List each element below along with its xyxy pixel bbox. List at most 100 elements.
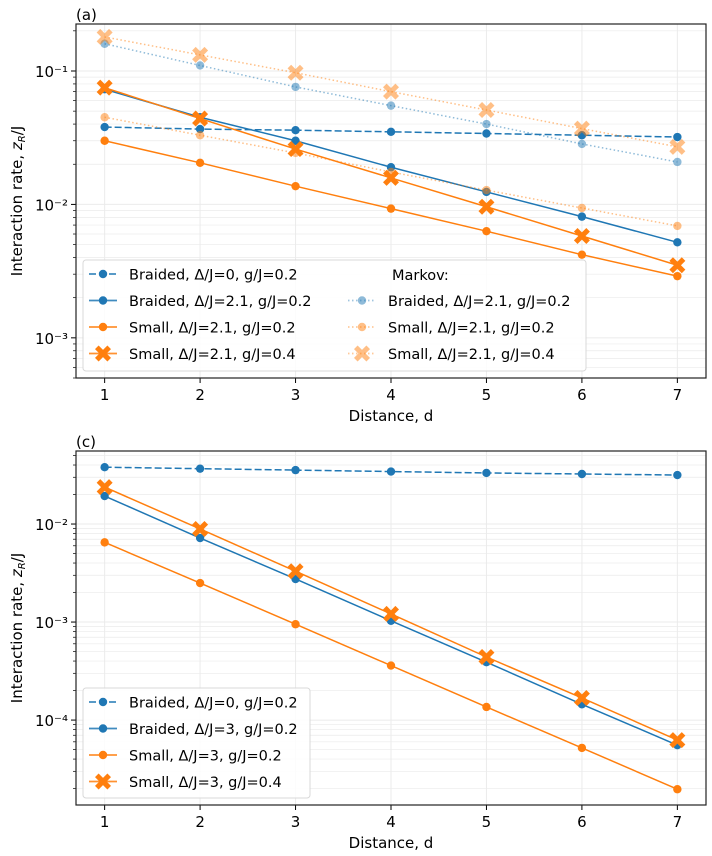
- data-point-x-marker: [669, 138, 686, 155]
- data-point: [577, 469, 587, 479]
- data-point: [291, 465, 300, 475]
- data-point: [291, 181, 300, 191]
- y-tick-label: 10⁻²: [35, 196, 68, 214]
- data-point: [577, 139, 587, 149]
- legend-item: Small, Δ/J=2.1, g/J=0.4: [348, 345, 555, 363]
- data-point: [673, 271, 682, 281]
- y-axis-label-var: z: [8, 141, 26, 151]
- legend-item: Braided, Δ/J=2.1, g/J=0.2: [348, 294, 570, 310]
- data-point: [673, 132, 682, 142]
- data-point: [673, 470, 682, 480]
- data-point: [482, 129, 491, 138]
- data-point-x-marker: [383, 169, 399, 186]
- series-2: [100, 136, 682, 281]
- panel-label: (a): [76, 6, 97, 24]
- legend-label: Small, Δ/J=3, g/J=0.2: [129, 749, 282, 765]
- legend-frame: [82, 687, 311, 799]
- y-tick-label: 10⁻²: [35, 516, 68, 534]
- data-point: [195, 131, 205, 140]
- x-tick-label: 6: [577, 386, 587, 404]
- data-point-x-marker: [192, 110, 209, 127]
- x-tick-label: 3: [291, 813, 301, 831]
- legend-circle-marker: [98, 697, 108, 707]
- legend-item: Small, Δ/J=3, g/J=0.4: [89, 773, 282, 791]
- legend-circle-marker: [357, 322, 367, 332]
- legend-circle-marker: [98, 724, 108, 733]
- y-tick-label: 10⁻¹: [35, 63, 68, 81]
- legend-label: Small, Δ/J=2.1, g/J=0.4: [129, 347, 296, 363]
- data-point-x-marker: [383, 83, 399, 100]
- data-point: [195, 61, 205, 70]
- data-point: [291, 136, 300, 145]
- data-point: [291, 620, 300, 629]
- data-point-x-marker: [287, 64, 304, 81]
- legend-label: Small, Δ/J=2.1, g/J=0.4: [388, 347, 555, 363]
- data-point: [195, 158, 205, 168]
- data-point-x-marker: [287, 563, 304, 580]
- y-tick-label: 10⁻⁴: [35, 712, 68, 730]
- legend-label: Braided, Δ/J=3, g/J=0.2: [129, 722, 298, 738]
- legend-label: Braided, Δ/J=2.1, g/J=0.2: [129, 294, 311, 310]
- x-tick-label: 5: [482, 386, 492, 404]
- panel-label: (c): [76, 433, 96, 451]
- data-point-x-marker: [669, 732, 686, 749]
- data-point: [577, 743, 587, 753]
- series-2: [100, 538, 682, 794]
- data-point: [482, 185, 491, 195]
- data-point: [291, 148, 300, 158]
- y-tick-label: 10⁻³: [35, 330, 68, 348]
- x-tick-label: 2: [195, 813, 205, 831]
- legend-label: Small, Δ/J=2.1, g/J=0.2: [129, 321, 296, 337]
- data-point: [482, 468, 491, 478]
- x-tick-label: 1: [100, 386, 110, 404]
- series-0: [100, 122, 682, 142]
- data-point: [577, 212, 587, 221]
- data-point: [100, 463, 109, 472]
- data-point-x-marker: [669, 257, 686, 274]
- legend-label: Braided, Δ/J=0, g/J=0.2: [129, 268, 298, 284]
- legend-x-marker: [95, 345, 111, 362]
- data-point: [195, 464, 205, 473]
- data-point: [195, 578, 205, 588]
- series-6: [96, 28, 686, 155]
- y-axis-label-sub: R: [17, 562, 28, 569]
- data-point: [195, 533, 205, 543]
- y-axis-label-unit: /J: [8, 553, 26, 562]
- data-point-x-marker: [478, 102, 495, 119]
- data-point-x-marker: [478, 198, 495, 215]
- series-5: [100, 113, 682, 231]
- data-point: [577, 203, 587, 213]
- panel-c: 1 2 3 4 5 6 7 10⁻² 10⁻³ 10⁻⁴ (c) Distance, d Interac…: [8, 433, 707, 852]
- legend-label: Small, Δ/J=3, g/J=0.4: [129, 775, 282, 791]
- x-axis-label: Distance, d: [349, 407, 434, 425]
- x-tick-label: 7: [673, 386, 683, 404]
- x-tick-label: 4: [386, 813, 396, 831]
- y-axis-label-text: Interaction rate,: [8, 577, 26, 703]
- data-point: [386, 204, 396, 213]
- data-point: [100, 113, 109, 122]
- legend-item: Braided, Δ/J=0, g/J=0.2: [89, 268, 298, 284]
- data-point: [291, 125, 300, 135]
- data-point: [386, 101, 396, 110]
- y-axis-label-sub: R: [17, 135, 28, 142]
- series-3: [96, 79, 686, 274]
- data-point-x-marker: [96, 28, 113, 45]
- y-axis-label-unit: /J: [8, 126, 26, 135]
- legend-item: Braided, Δ/J=3, g/J=0.2: [89, 722, 298, 738]
- legend-label: Braided, Δ/J=2.1, g/J=0.2: [388, 294, 570, 310]
- data-point-x-marker: [383, 605, 399, 622]
- data-point-x-marker: [573, 227, 590, 244]
- x-tick-label: 2: [195, 386, 205, 404]
- data-point-x-marker: [96, 79, 113, 96]
- data-point: [673, 221, 682, 231]
- legend-circle-marker: [98, 322, 108, 332]
- legend: Markov: Braided, Δ/J=0, g/J=0.2 Braided, Δ…: [82, 259, 587, 372]
- legend-item: Small, Δ/J=3, g/J=0.2: [89, 749, 282, 765]
- data-point: [100, 122, 109, 132]
- legend-label: Braided, Δ/J=0, g/J=0.2: [129, 696, 298, 712]
- x-tick-label: 4: [386, 386, 396, 404]
- data-point-x-marker: [192, 520, 209, 537]
- legend: Braided, Δ/J=0, g/J=0.2 Braided, Δ/J=3, g…: [82, 687, 311, 799]
- legend-frame: [82, 259, 587, 372]
